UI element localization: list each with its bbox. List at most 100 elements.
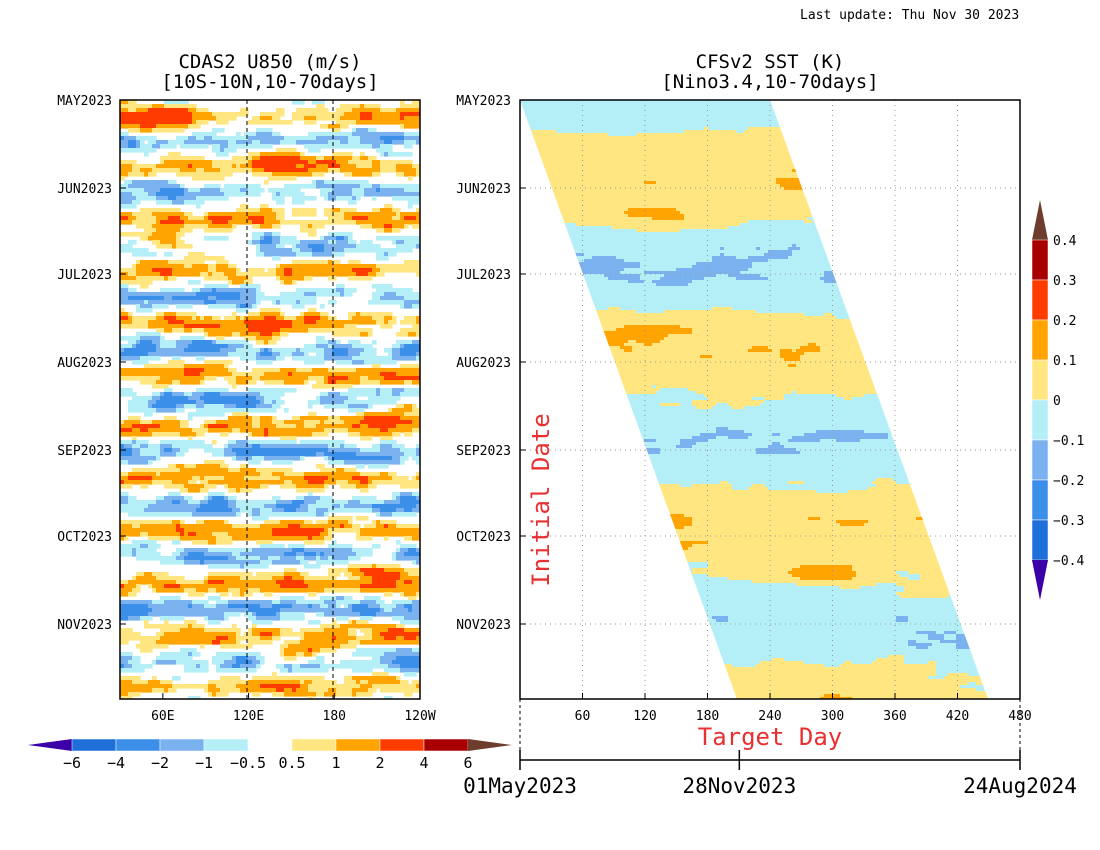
u850-cell: [404, 388, 409, 393]
u850-cell: [364, 128, 369, 133]
u850-cell: [384, 116, 389, 121]
u850-cell: [128, 320, 133, 325]
u850-cell: [156, 324, 161, 329]
u850-cell: [368, 388, 373, 393]
u850-cell: [360, 348, 365, 353]
u850-cell: [276, 140, 281, 145]
u850-cell: [360, 212, 365, 217]
u850-cell: [332, 416, 337, 421]
u850-cell: [120, 484, 125, 489]
u850-cell: [376, 300, 381, 305]
u850-cell: [272, 140, 277, 145]
u850-cell: [296, 240, 301, 245]
u850-cell: [360, 164, 365, 169]
u850-cell: [260, 140, 265, 145]
u850-cell: [132, 360, 137, 365]
u850-cell: [324, 480, 329, 485]
u850-cell: [372, 432, 377, 437]
u850-cell: [212, 364, 217, 369]
u850-cell: [320, 112, 325, 117]
u850-cell: [248, 336, 253, 341]
u850-cell: [348, 140, 353, 145]
u850-cell: [152, 212, 157, 217]
u850-cell: [304, 260, 309, 265]
u850-cell: [328, 396, 333, 401]
u850-cell: [136, 308, 141, 313]
u850-cell: [248, 164, 253, 169]
u850-cell: [124, 244, 129, 249]
u850-cell: [200, 176, 205, 181]
u850-cell: [132, 180, 137, 185]
u850-cell: [328, 456, 333, 461]
u850-cell: [168, 372, 173, 377]
u850-cell: [376, 108, 381, 113]
u850-cell: [416, 356, 420, 361]
u850-cell: [348, 244, 353, 249]
u850-cell: [308, 116, 313, 121]
u850-cell: [352, 140, 357, 145]
u850-cell: [216, 216, 221, 221]
u850-cell: [132, 436, 137, 441]
u850-cell: [128, 248, 133, 253]
u850-cell: [216, 176, 221, 181]
u850-cell: [408, 184, 413, 189]
u850-cell: [396, 216, 401, 221]
u850-cell: [256, 232, 261, 237]
u850-cell: [316, 432, 321, 437]
u850-cell: [388, 160, 393, 165]
u850-cell: [152, 292, 157, 297]
u850-cell: [228, 316, 233, 321]
u850-cell: [280, 160, 285, 165]
u850-cell: [224, 272, 229, 277]
u850-cell: [268, 432, 273, 437]
u850-cell: [248, 400, 253, 405]
u850-cell: [120, 388, 125, 393]
u850-cell: [148, 456, 153, 461]
u850-cell: [192, 468, 197, 473]
u850-cell: [216, 140, 221, 145]
u850-cell: [124, 268, 129, 273]
u850-cell: [268, 428, 273, 433]
u850-cell: [164, 480, 169, 485]
u850-cell: [224, 420, 229, 425]
u850-cell: [396, 476, 401, 481]
u850-cell: [172, 404, 177, 409]
u850-cell: [340, 400, 345, 405]
u850-cell: [360, 132, 365, 137]
u850-cell: [212, 424, 217, 429]
u850-cell: [164, 428, 169, 433]
u850-cell: [344, 112, 349, 117]
u850-cell: [180, 108, 185, 113]
u850-cell: [296, 372, 301, 377]
u850-cell: [396, 168, 401, 173]
u850-cell: [240, 296, 245, 301]
u850-cell: [368, 476, 373, 481]
u850-cell: [336, 272, 341, 277]
u850-cell: [124, 444, 129, 449]
u850-cell: [176, 432, 181, 437]
u850-cell: [316, 252, 321, 257]
u850-cell: [272, 356, 277, 361]
u850-cell: [192, 264, 197, 269]
u850-cell: [144, 408, 149, 413]
u850-cell: [120, 292, 125, 297]
u850-cell: [340, 212, 345, 217]
u850-cell: [200, 132, 205, 137]
u850-cell: [128, 376, 133, 381]
u850-cell: [352, 164, 357, 169]
u850-cell: [380, 428, 385, 433]
u850-cell: [120, 132, 125, 137]
u850-cell: [156, 444, 161, 449]
u850-cell: [404, 432, 409, 437]
u850-cell: [356, 104, 361, 109]
u850-cell: [364, 368, 369, 373]
u850-cell: [376, 272, 381, 277]
u850-cell: [148, 228, 153, 233]
u850-cell: [300, 172, 305, 177]
u850-cell: [288, 140, 293, 145]
u850-cell: [340, 152, 345, 157]
u850-cell: [144, 104, 149, 109]
u850-cell: [356, 312, 361, 317]
u850-cell: [276, 356, 281, 361]
u850-cell: [212, 324, 217, 329]
